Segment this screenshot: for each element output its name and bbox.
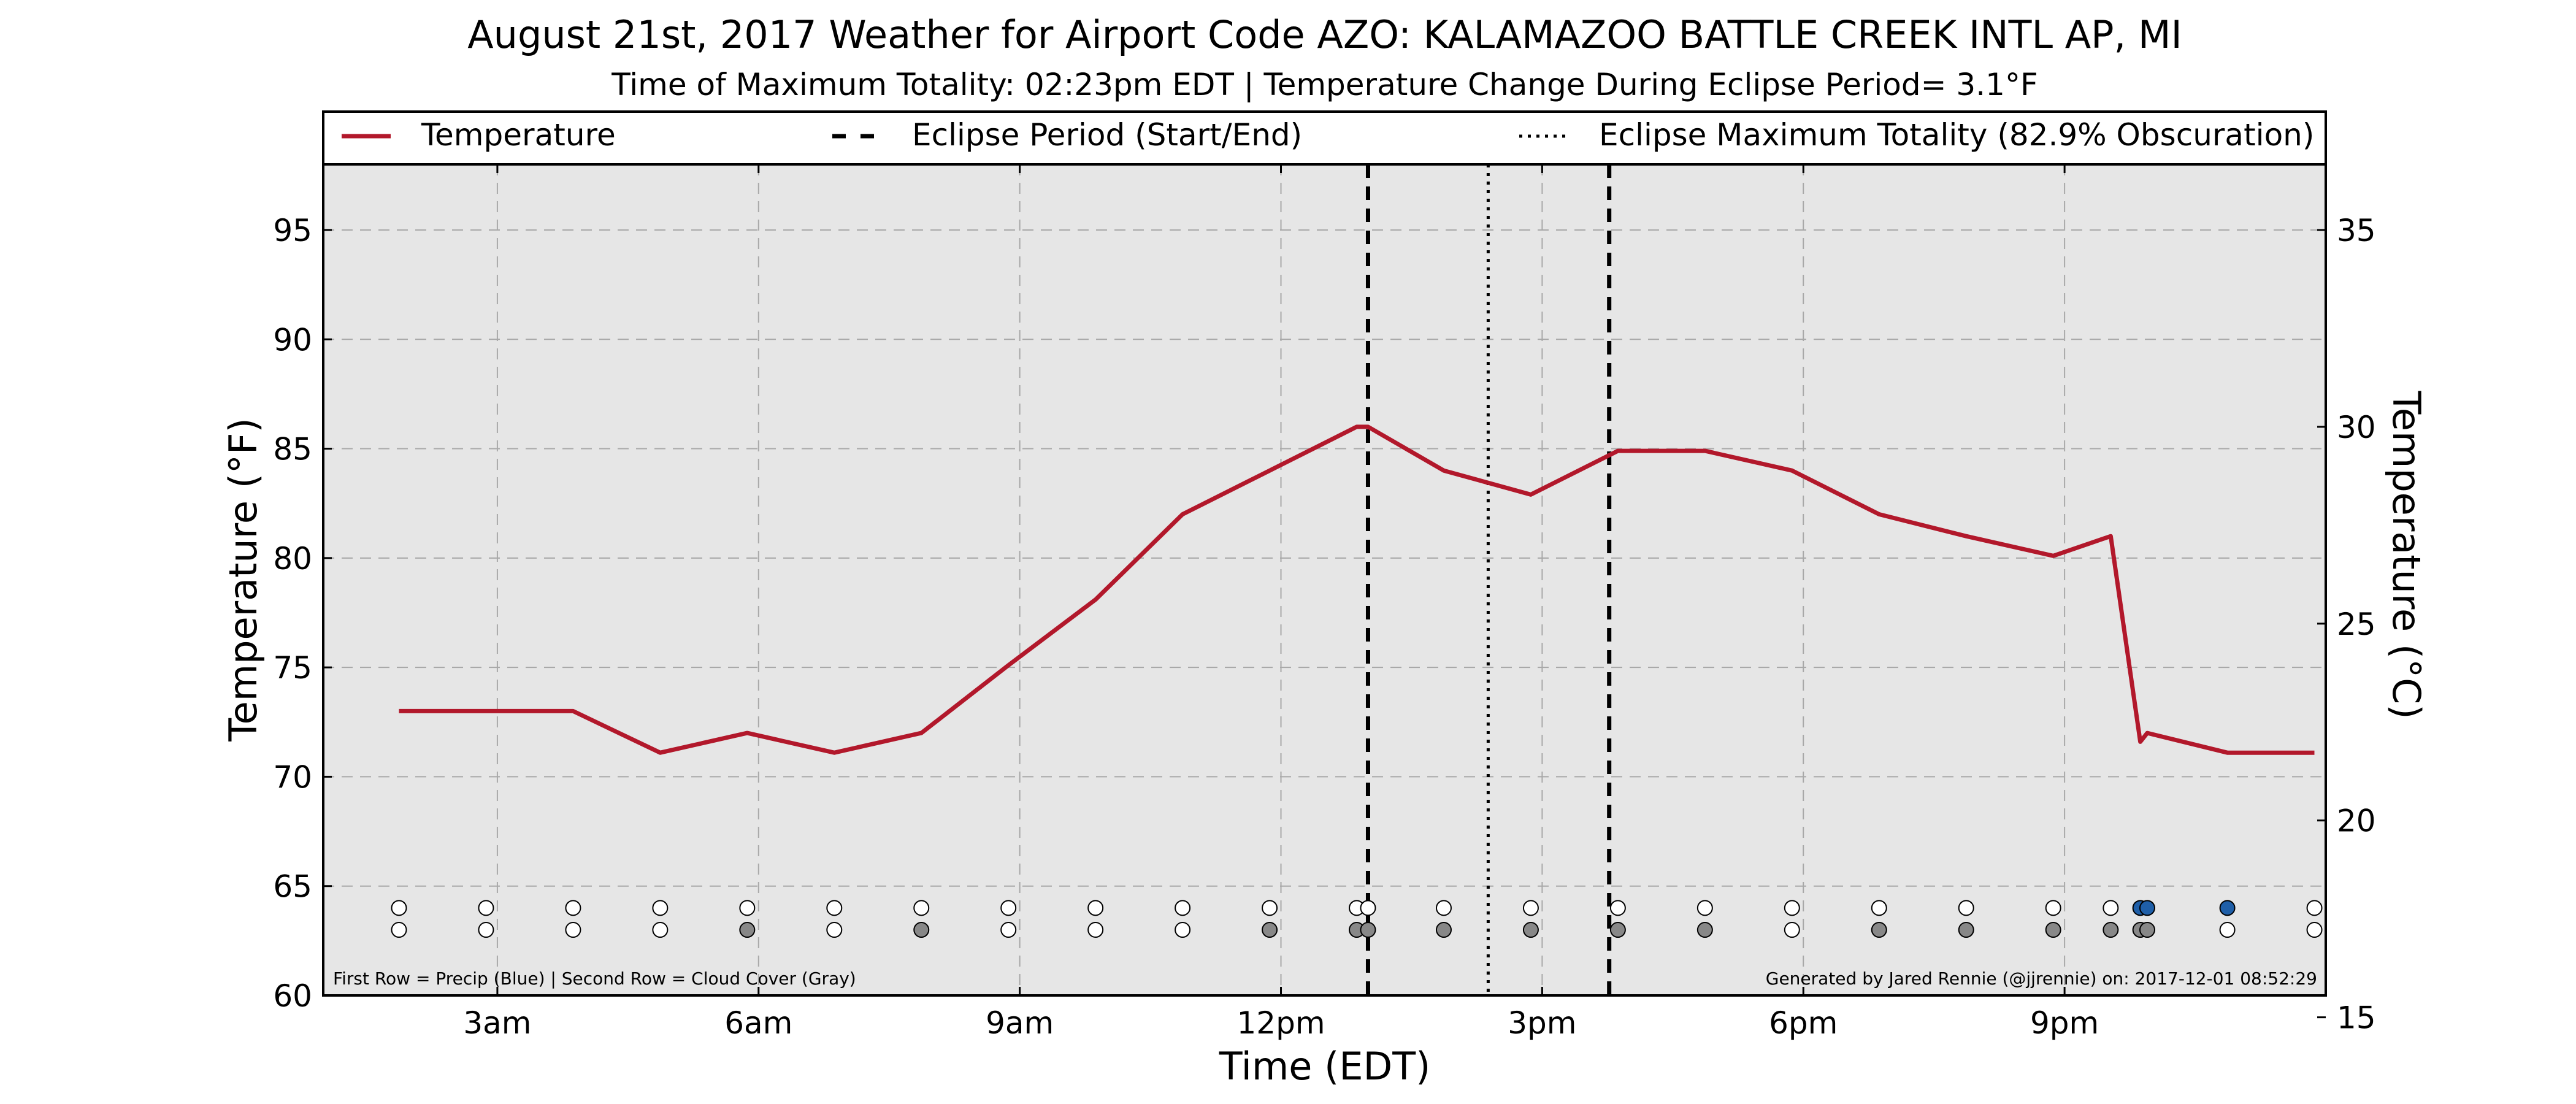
y-axis-right: 15 20 25 30 35 — [2317, 213, 2376, 1036]
cloud-cover-point — [913, 922, 930, 938]
temperature-series-line — [399, 424, 2315, 755]
precip-point — [2103, 900, 2119, 916]
cloud-cover-point — [2103, 922, 2119, 938]
precip-point — [652, 900, 669, 916]
x-axis: 3am 6am 9am 12pm 3pm 6pm 9pm — [463, 164, 2099, 1041]
cloud-cover-point — [826, 922, 843, 938]
plot-area — [323, 164, 2326, 995]
cloud-cover-point — [2139, 922, 2155, 938]
y-right-tick-label: 35 — [2337, 213, 2376, 248]
precip-point — [1958, 900, 1974, 916]
precip-point — [1871, 900, 1887, 916]
x-tick-label: 6pm — [1769, 1005, 1838, 1041]
legend-label-eclipse-period: Eclipse Period (Start/End) — [912, 117, 1302, 153]
chart-title: August 21st, 2017 Weather for Airport Co… — [467, 12, 2182, 57]
precip-point — [478, 900, 494, 916]
cloud-cover-point — [1360, 922, 1376, 938]
precip-point — [2219, 900, 2236, 916]
legend-label-temperature: Temperature — [421, 117, 616, 153]
legend-label-max-totality: Eclipse Maximum Totality (82.9% Obscurat… — [1599, 117, 2314, 153]
cloud-cover-point — [2219, 922, 2236, 938]
y-tick-label: 65 — [273, 869, 312, 905]
x-axis-label: Time (EDT) — [1219, 1044, 1431, 1089]
cloud-cover-point — [1087, 922, 1104, 938]
cloud-cover-point — [478, 922, 494, 938]
cloud-cover-point — [1784, 922, 1800, 938]
y-tick-label: 70 — [273, 759, 312, 795]
precip-row — [391, 900, 2323, 916]
cloud-cover-point — [391, 922, 407, 938]
precip-point — [1175, 900, 1191, 916]
precip-point — [391, 900, 407, 916]
cloud-cover-point — [2045, 922, 2061, 938]
precip-point — [1696, 900, 1713, 916]
chart-subtitle: Time of Maximum Totality: 02:23pm EDT | … — [611, 67, 2037, 102]
precip-point — [1262, 900, 1278, 916]
x-tick-label: 12pm — [1236, 1005, 1325, 1041]
footnote-left: First Row = Precip (Blue) | Second Row =… — [333, 968, 856, 989]
y-tick-label: 60 — [273, 978, 312, 1014]
cloud-cover-point — [1000, 922, 1017, 938]
y-right-tick-label: 25 — [2337, 607, 2376, 642]
cloud-cover-point — [1435, 922, 1452, 938]
y-right-tick-label: 30 — [2337, 410, 2376, 445]
cloud-cover-point — [1696, 922, 1713, 938]
legend: Temperature Eclipse Period (Start/End) E… — [342, 117, 2314, 153]
cloud-cover-point — [1175, 922, 1191, 938]
footnote-right: Generated by Jared Rennie (@jjrennie) on… — [1766, 968, 2317, 989]
plot-frame — [322, 110, 2327, 997]
y-axis-label-left: Temperature (°F) — [221, 418, 266, 742]
y-axis-left: 60 65 70 75 80 85 90 95 — [273, 213, 332, 1014]
x-tick-label: 6am — [724, 1005, 792, 1041]
precip-point — [1609, 900, 1626, 916]
x-tick-label: 3am — [463, 1005, 531, 1041]
x-tick-label: 9am — [986, 1005, 1054, 1041]
cloud-cover-point — [652, 922, 669, 938]
x-tick-label: 9pm — [2030, 1005, 2099, 1041]
y-right-tick-label: 15 — [2337, 1000, 2376, 1036]
cloud-cover-point — [565, 922, 581, 938]
cloud-cover-point — [739, 922, 756, 938]
cloud-cover-row — [391, 922, 2323, 938]
precip-point — [2306, 900, 2323, 916]
cloud-cover-point — [1522, 922, 1539, 938]
y-axis-label-right: Temperature (°C) — [2384, 390, 2429, 719]
cloud-cover-point — [1958, 922, 1974, 938]
y-right-tick-label: 20 — [2337, 803, 2376, 839]
cloud-cover-point — [2306, 922, 2323, 938]
cloud-cover-point — [1871, 922, 1887, 938]
cloud-cover-point — [1609, 922, 1626, 938]
eclipse-markers — [1365, 164, 1612, 995]
y-tick-label: 90 — [273, 322, 312, 358]
precip-point — [1087, 900, 1104, 916]
precip-point — [913, 900, 930, 916]
precip-point — [1000, 900, 1017, 916]
y-tick-label: 80 — [273, 541, 312, 577]
precip-point — [565, 900, 581, 916]
x-tick-label: 3pm — [1508, 1005, 1576, 1041]
precip-point — [826, 900, 843, 916]
y-tick-label: 95 — [273, 213, 312, 248]
precip-point — [739, 900, 756, 916]
cloud-cover-point — [1262, 922, 1278, 938]
precip-point — [2139, 900, 2155, 916]
y-tick-label: 75 — [273, 650, 312, 686]
precip-point — [2045, 900, 2061, 916]
y-tick-label: 85 — [273, 432, 312, 467]
precip-point — [1522, 900, 1539, 916]
precip-point — [1360, 900, 1376, 916]
precip-point — [1435, 900, 1452, 916]
precip-point — [1784, 900, 1800, 916]
